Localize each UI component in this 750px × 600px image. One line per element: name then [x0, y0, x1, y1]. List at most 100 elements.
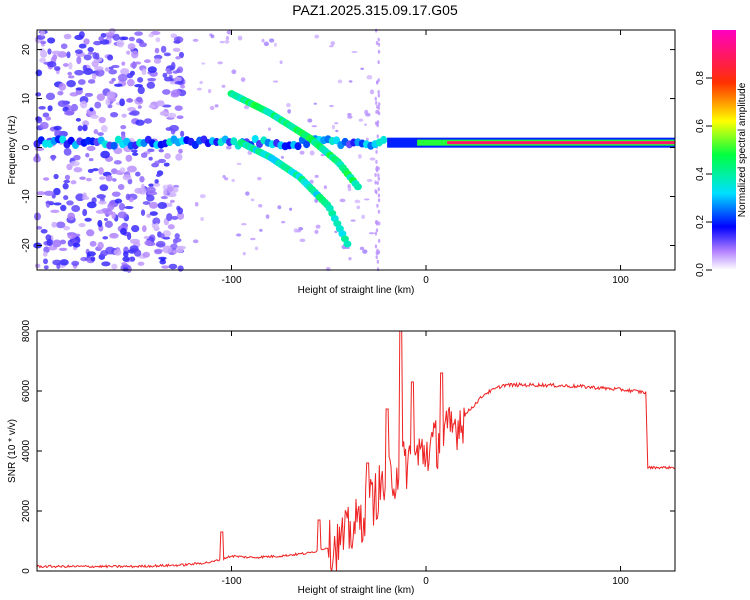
- spectrogram-noise-blob: [131, 224, 140, 233]
- spectrogram-noise-blob: [83, 38, 90, 45]
- spectrogram-noise-blob: [120, 227, 127, 236]
- spectrogram-noise-blob: [84, 217, 92, 222]
- spectrogram-noise-blob: [154, 179, 159, 184]
- spectrogram-noise-blob: [337, 79, 343, 84]
- spectrogram-noise-blob: [78, 43, 87, 49]
- spectrogram-noise-blob: [64, 110, 75, 116]
- spectrogram-noise-blob: [376, 134, 379, 139]
- spectrogram-noise-blob: [67, 212, 76, 221]
- spectrogram-noise-blob: [155, 240, 166, 248]
- spectrogram-noise-blob: [176, 115, 184, 120]
- spectrogram-noise-blob: [64, 174, 71, 181]
- spectrogram-noise-blob: [368, 232, 375, 235]
- spectrogram-noise-blob: [138, 42, 148, 48]
- spectrogram-noise-blob: [119, 98, 125, 107]
- spectrogram-noise-blob: [97, 220, 103, 228]
- spectrogram-y-ticks: -20 -10 0 10 20: [21, 44, 675, 253]
- spectrogram-noise-blob: [148, 183, 155, 187]
- spectrogram-noise-blob: [43, 258, 48, 265]
- spectrogram-noise-blob: [60, 43, 68, 50]
- spectrogram-noise-blob: [53, 202, 62, 206]
- spectrogram-noise-blob: [298, 226, 304, 231]
- spectrogram-features: [33, 90, 675, 248]
- spectrogram-noise-blob: [130, 62, 138, 69]
- spectrogram-noise-blob: [43, 265, 49, 270]
- spectrogram-noise-blob: [315, 224, 321, 229]
- spectrogram-noise-blob: [265, 214, 270, 219]
- spectrogram-noise-blob: [377, 89, 380, 94]
- spectrogram-noise-blob: [58, 247, 68, 252]
- spectrogram-noise-blob: [164, 152, 171, 160]
- spectrogram-x-tick-label: -100: [222, 275, 242, 286]
- spectrogram-noise-blob: [173, 76, 182, 83]
- spectrogram-noise-blob: [226, 30, 233, 35]
- spectrogram-noise-blob: [249, 237, 256, 241]
- spectrogram-noise-blob: [132, 152, 139, 156]
- spectrogram-noise-blob: [168, 202, 173, 207]
- spectrogram-noise-blob: [51, 50, 62, 55]
- spectrogram-noise-blob: [160, 233, 165, 239]
- spectrogram-noise-blob: [247, 150, 253, 156]
- spectrogram-noise-blob: [166, 213, 173, 221]
- spectrogram-noise-blob: [309, 150, 315, 156]
- spectrogram-noise-blob: [375, 165, 379, 170]
- spectrogram-noise-blob: [50, 209, 60, 214]
- spectrogram-noise-blob: [376, 120, 380, 125]
- spectrogram-noise-blob: [329, 104, 334, 108]
- spectrogram-noise-blob: [114, 198, 123, 204]
- spectrogram-noise-blob: [377, 37, 380, 42]
- spectrogram-noise-blob: [86, 251, 96, 257]
- spectrogram-noise-blob: [105, 246, 115, 255]
- spectrogram-noise-blob: [34, 147, 45, 151]
- spectrogram-noise-blob: [287, 109, 292, 114]
- spectrogram-noise-blob: [240, 77, 246, 82]
- spectrogram-noise-blob: [73, 154, 81, 161]
- spectrogram-noise-blob: [36, 191, 46, 196]
- spectrogram-noise-blob: [149, 211, 158, 216]
- spectrogram-carrier-blob: [294, 142, 302, 151]
- spectrogram-noise-blob: [108, 66, 114, 70]
- spectrogram-noise-blob: [52, 259, 62, 266]
- spectrogram-noise-blob: [44, 190, 54, 196]
- spectrogram-noise-blob: [201, 62, 206, 65]
- spectrogram-noise-blob: [374, 244, 378, 249]
- spectrogram-noise-blob: [293, 228, 299, 233]
- spectrogram-noise-blob: [286, 103, 291, 108]
- spectrogram-noise-blob: [172, 238, 178, 245]
- spectrogram-noise-blob: [153, 182, 161, 187]
- spectrogram-noise-blob: [140, 183, 145, 192]
- spectrogram-noise-blob: [160, 257, 166, 262]
- spectrogram-noise-blob: [208, 88, 212, 94]
- spectrogram-noise-blob: [128, 111, 137, 116]
- spectrogram-noise-blob: [245, 191, 250, 196]
- spectrogram-noise-blob: [82, 208, 88, 217]
- spectrogram-noise-blob: [78, 223, 86, 228]
- spectrogram-noise-blob: [311, 125, 318, 128]
- spectrogram-noise-blob: [329, 45, 334, 48]
- spectrogram-noise-blob: [147, 77, 157, 82]
- spectrogram-noise-blob: [69, 92, 79, 97]
- spectrogram-noise-blob: [47, 37, 56, 44]
- spectrogram-noise-blob: [176, 212, 185, 220]
- spectrogram-noise-blob: [122, 256, 130, 263]
- snr-y-tick-label: 4000: [21, 439, 32, 462]
- spectrogram-noise-blob: [263, 41, 269, 47]
- spectrogram-noise: [33, 27, 381, 273]
- spectrogram-noise-blob: [351, 50, 358, 53]
- spectrogram-noise-blob: [39, 121, 49, 130]
- spectrogram-noise-blob: [121, 133, 126, 141]
- spectrogram-carrier-blob: [59, 135, 67, 144]
- spectrogram-noise-blob: [112, 33, 120, 41]
- spectrogram-noise-blob: [47, 48, 52, 55]
- spectrogram-noise-blob: [77, 125, 83, 132]
- spectrogram-noise-blob: [85, 152, 90, 158]
- spectrogram-noise-blob: [111, 64, 120, 69]
- spectrogram-noise-blob: [214, 104, 219, 108]
- spectrogram-noise-blob: [39, 50, 48, 58]
- spectrogram-noise-blob: [254, 246, 259, 251]
- spectrogram-noise-blob: [108, 69, 118, 75]
- spectrogram-noise-blob: [242, 252, 246, 256]
- spectrogram-noise-blob: [236, 162, 242, 165]
- spectrogram-noise-blob: [121, 113, 127, 118]
